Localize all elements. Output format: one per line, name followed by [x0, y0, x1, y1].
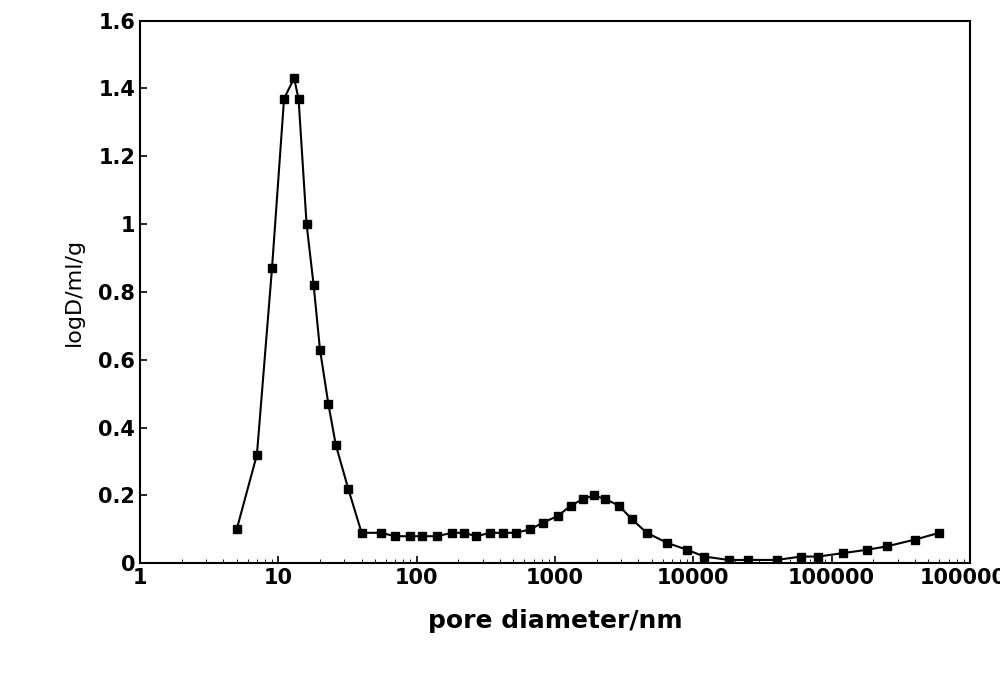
Y-axis label: logD/ml/g: logD/ml/g — [64, 238, 84, 346]
X-axis label: pore diameter/nm: pore diameter/nm — [428, 609, 682, 633]
